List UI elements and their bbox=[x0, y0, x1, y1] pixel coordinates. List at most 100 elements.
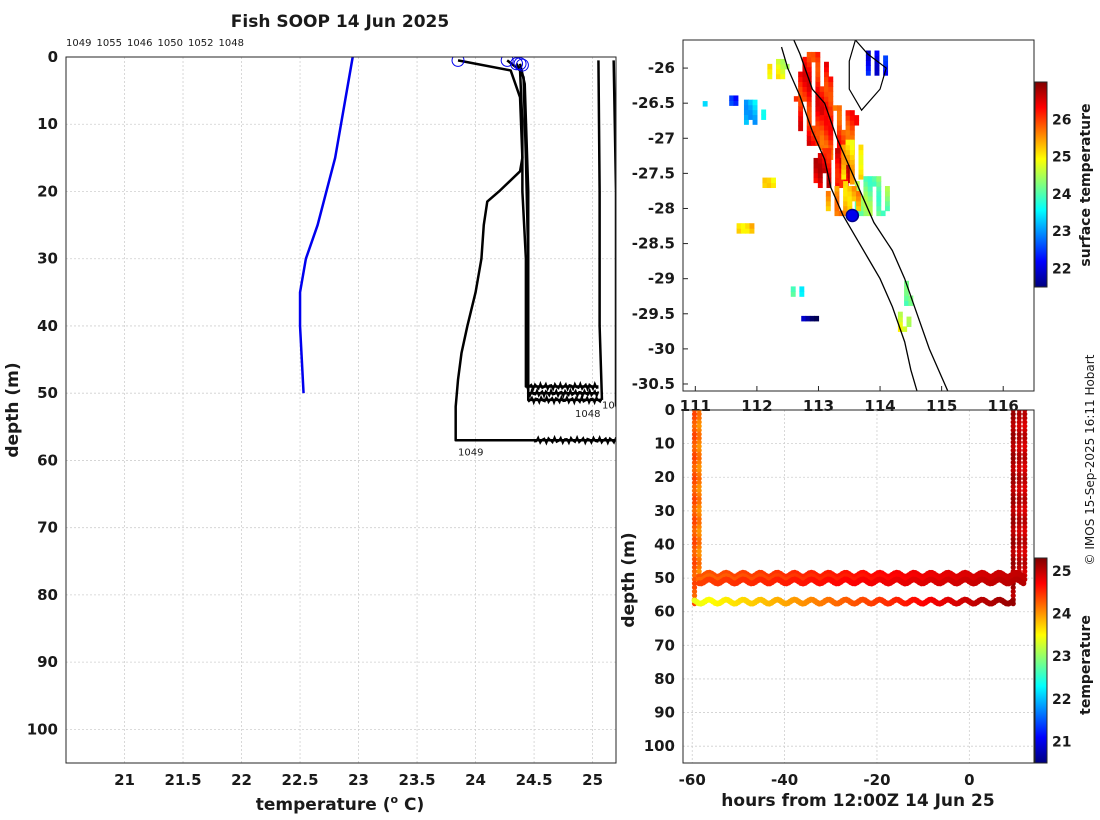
section-point bbox=[1016, 480, 1022, 486]
sst-cell bbox=[876, 181, 882, 187]
section-point bbox=[691, 584, 698, 591]
section-point bbox=[1009, 598, 1016, 605]
sst-cell bbox=[876, 186, 882, 192]
section-point bbox=[1016, 540, 1022, 546]
sst-cell bbox=[858, 154, 864, 160]
sst-cell bbox=[806, 96, 812, 102]
sst-cell bbox=[702, 101, 708, 107]
sst-cell bbox=[841, 164, 847, 170]
sst-cell bbox=[740, 228, 746, 234]
sst-cell bbox=[906, 316, 912, 323]
section-colorbar-tick: 22 bbox=[1052, 692, 1071, 708]
sst-cell bbox=[815, 91, 821, 97]
sst-cell bbox=[775, 63, 781, 70]
sst-cell bbox=[906, 321, 912, 328]
section-point bbox=[1016, 544, 1022, 550]
section-point bbox=[1010, 427, 1016, 433]
section-point bbox=[691, 536, 698, 542]
section-ytick-label: 80 bbox=[654, 670, 675, 688]
sst-cell bbox=[859, 210, 865, 217]
sst-cell bbox=[865, 65, 871, 71]
sst-cell bbox=[872, 181, 877, 187]
sst-cell bbox=[849, 154, 855, 160]
sst-cell bbox=[824, 86, 829, 92]
sst-cell bbox=[835, 177, 841, 184]
sst-cell bbox=[817, 172, 823, 179]
section-point bbox=[1022, 451, 1028, 457]
section-point bbox=[691, 492, 698, 498]
sst-cell bbox=[904, 300, 909, 306]
section-point bbox=[696, 492, 702, 498]
sst-cell bbox=[826, 153, 832, 159]
section-point bbox=[1022, 544, 1028, 550]
section-point bbox=[1022, 439, 1028, 445]
sst-cell bbox=[748, 104, 754, 111]
section-point bbox=[1016, 504, 1022, 510]
section-point bbox=[1022, 508, 1028, 514]
sst-cell bbox=[819, 110, 825, 117]
sst-cell bbox=[883, 60, 889, 66]
profile-line-1049 bbox=[454, 59, 616, 442]
sst-cell bbox=[780, 68, 786, 75]
sst-cell bbox=[845, 134, 851, 141]
profile-start-marker bbox=[513, 57, 527, 71]
sst-cell bbox=[826, 172, 832, 179]
sst-cell bbox=[775, 68, 781, 75]
profile-xlabel: temperature (o C) bbox=[256, 793, 425, 815]
section-point bbox=[1010, 564, 1016, 570]
section-point bbox=[691, 568, 698, 574]
sst-cell bbox=[826, 157, 832, 164]
section-point bbox=[1010, 419, 1016, 425]
sst-cell bbox=[811, 125, 816, 132]
sst-cell bbox=[897, 321, 903, 328]
sst-cell bbox=[849, 159, 855, 165]
sst-cell bbox=[843, 195, 849, 202]
section-point bbox=[691, 423, 698, 429]
sst-cell bbox=[863, 195, 869, 202]
section-point bbox=[696, 471, 702, 478]
section-point bbox=[1010, 451, 1016, 457]
sst-cell bbox=[824, 110, 829, 116]
sst-cell bbox=[847, 205, 853, 212]
sst-cell bbox=[874, 65, 880, 71]
section-point bbox=[691, 544, 698, 550]
section-point bbox=[1010, 500, 1016, 506]
section-point bbox=[1016, 463, 1022, 470]
sst-cell bbox=[845, 115, 851, 121]
sst-cell bbox=[835, 153, 841, 159]
section-point bbox=[1022, 488, 1028, 494]
sst-cell bbox=[752, 109, 758, 116]
profile-xtick-label: 24.5 bbox=[516, 771, 553, 789]
section-point bbox=[691, 455, 698, 462]
map-ytick-label: -28 bbox=[648, 199, 675, 217]
sst-cell bbox=[859, 195, 865, 202]
section-point bbox=[1022, 443, 1028, 449]
section-point bbox=[1022, 431, 1028, 437]
sst-cell bbox=[849, 115, 855, 121]
section-ticks: -60 -40 -20 0 0 10 20 30 40 50 60 70 80 90 100 bbox=[644, 401, 975, 789]
section-point bbox=[691, 504, 698, 510]
section-point bbox=[1016, 512, 1022, 518]
sst-cell bbox=[865, 50, 871, 57]
sst-cell bbox=[836, 105, 842, 111]
sst-cell bbox=[743, 99, 749, 106]
section-point bbox=[691, 471, 698, 478]
sst-cell bbox=[805, 315, 811, 322]
section-point bbox=[1022, 459, 1028, 466]
map-ytick-label: -27.5 bbox=[632, 164, 675, 182]
sst-cell bbox=[841, 139, 847, 146]
section-point bbox=[1010, 588, 1016, 595]
sst-cell bbox=[828, 134, 834, 141]
sst-cell bbox=[798, 91, 804, 97]
sst-cell bbox=[828, 129, 834, 136]
section-point bbox=[1022, 504, 1028, 510]
sst-cell bbox=[832, 105, 838, 111]
shelf-contour bbox=[780, 46, 918, 391]
section-point bbox=[1022, 528, 1028, 534]
sst-cell bbox=[824, 101, 829, 107]
sst-cell bbox=[834, 190, 840, 197]
profile-ytick-label: 60 bbox=[37, 451, 58, 469]
section-xlabel: hours from 12:00Z 14 Jun 25 bbox=[721, 791, 994, 811]
sst-cell bbox=[815, 96, 821, 102]
sst-cell bbox=[748, 99, 754, 106]
